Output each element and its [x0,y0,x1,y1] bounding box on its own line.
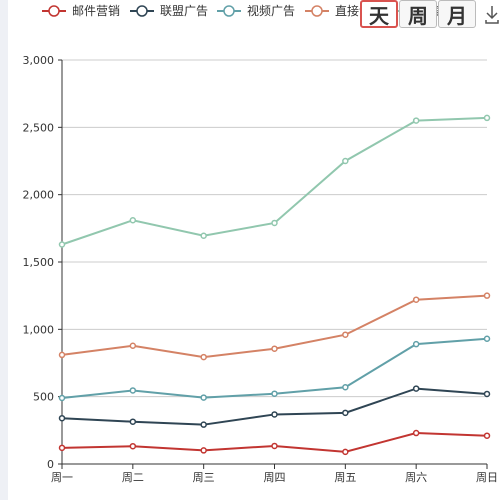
data-point[interactable] [342,448,349,456]
legend-marker-icon [311,5,323,17]
data-point[interactable] [271,390,278,397]
data-point[interactable] [412,117,420,124]
data-point[interactable] [129,387,137,394]
data-point[interactable] [342,409,349,417]
y-tick-label: 1,500 [23,256,55,269]
data-point[interactable] [200,421,207,428]
left-panel-edge [0,0,8,500]
y-tick-label: 0 [47,458,54,471]
data-point[interactable] [200,353,207,361]
data-point[interactable] [271,411,278,418]
legend-label: 邮件营销 [72,4,120,18]
range-day-button[interactable]: 天 [360,0,398,28]
range-month-button[interactable]: 月 [438,0,476,28]
grid-lines [62,59,487,398]
series-0 [58,429,491,456]
legend-item[interactable]: 联盟广告 [130,4,208,18]
series-lines [58,114,491,456]
data-point[interactable] [271,442,278,450]
data-point[interactable] [483,390,491,398]
download-icon[interactable] [484,4,500,26]
data-point[interactable] [58,444,66,452]
data-point[interactable] [412,429,420,437]
data-point[interactable] [342,383,349,391]
data-point[interactable] [483,335,491,343]
legend-marker-icon [48,5,60,17]
data-point[interactable] [200,232,207,239]
x-tick-label: 周三 [193,471,215,484]
x-tick-label: 周四 [264,471,286,484]
series-3 [58,292,491,361]
x-tick-label: 周一 [51,471,73,484]
range-week-button[interactable]: 周 [399,0,437,28]
series-2 [58,335,491,402]
data-point[interactable] [483,114,491,122]
data-point[interactable] [200,447,207,454]
x-tick-label: 周六 [405,471,427,484]
series-1 [58,385,491,428]
data-point[interactable] [271,219,278,227]
data-point[interactable] [129,342,137,350]
y-tick-label: 2,500 [23,121,55,134]
data-point[interactable] [271,345,278,352]
data-point[interactable] [200,394,207,401]
data-point[interactable] [342,331,349,338]
x-tick-label: 周二 [122,471,144,484]
y-tick-label: 2,000 [23,189,55,202]
y-tick-label: 1,000 [23,323,55,336]
data-point[interactable] [342,157,349,165]
data-point[interactable] [129,442,137,450]
legend-item[interactable]: 视频广告 [217,3,295,18]
data-point[interactable] [412,296,420,303]
data-point[interactable] [483,432,491,439]
legend-label: 联盟广告 [160,4,208,18]
series-4 [58,114,491,248]
data-point[interactable] [58,351,66,359]
y-tick-label: 3,000 [23,54,55,67]
data-point[interactable] [58,414,66,422]
legend-item[interactable]: 邮件营销 [42,4,120,18]
legend-marker-icon [136,5,148,17]
x-tick-label: 周五 [334,471,356,484]
legend-marker-icon [223,5,235,17]
data-point[interactable] [58,241,66,248]
data-point[interactable] [483,292,491,299]
data-point[interactable] [58,394,66,402]
x-tick-label: 周日 [476,471,498,484]
data-point[interactable] [129,217,137,224]
data-point[interactable] [412,340,420,348]
y-tick-label: 500 [33,391,54,404]
data-point[interactable] [412,385,420,392]
legend-label: 视频广告 [247,3,295,18]
data-point[interactable] [129,418,137,425]
